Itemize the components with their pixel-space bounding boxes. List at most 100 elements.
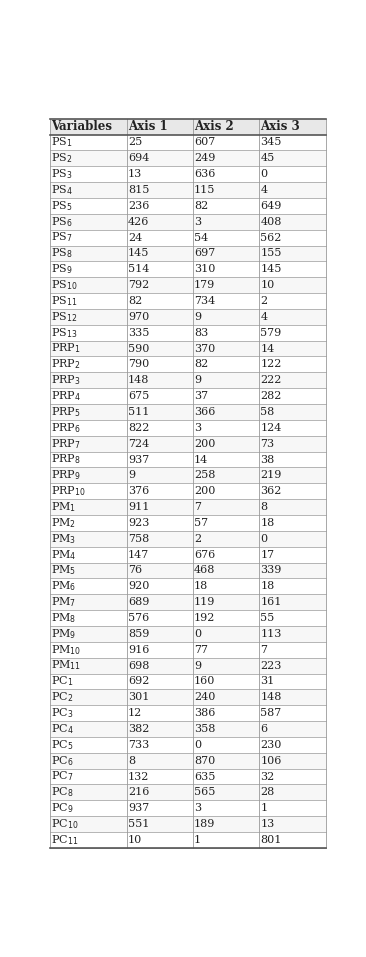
Text: 587: 587: [260, 708, 281, 718]
Text: 222: 222: [260, 375, 282, 386]
Text: 54: 54: [194, 233, 208, 242]
Text: Axis 3: Axis 3: [260, 121, 300, 133]
Text: 937: 937: [128, 455, 149, 464]
Text: 758: 758: [128, 534, 149, 544]
Bar: [50, 657, 127, 674]
Text: PS$_{13}$: PS$_{13}$: [51, 325, 77, 340]
Bar: [50, 546, 127, 563]
Bar: [259, 182, 325, 198]
Bar: [259, 674, 325, 689]
Bar: [259, 435, 325, 452]
Bar: [259, 167, 325, 182]
Text: PS$_2$: PS$_2$: [51, 151, 72, 166]
Text: 14: 14: [194, 455, 208, 464]
Bar: [50, 626, 127, 642]
Text: 9: 9: [194, 660, 201, 671]
Bar: [50, 753, 127, 768]
Bar: [259, 324, 325, 341]
Text: 301: 301: [128, 692, 149, 702]
Text: 57: 57: [194, 518, 208, 528]
Bar: [259, 515, 325, 531]
Text: 9: 9: [194, 312, 201, 322]
Text: 382: 382: [128, 724, 149, 734]
Text: PS$_8$: PS$_8$: [51, 247, 72, 260]
Text: 83: 83: [194, 327, 208, 338]
Text: 200: 200: [194, 486, 216, 497]
Text: 155: 155: [260, 249, 282, 258]
Bar: [193, 246, 259, 261]
Text: 345: 345: [260, 138, 282, 147]
Bar: [193, 356, 259, 372]
Bar: [193, 721, 259, 737]
Text: 635: 635: [194, 771, 216, 782]
Text: 366: 366: [194, 407, 216, 417]
Bar: [193, 230, 259, 246]
Text: 25: 25: [128, 138, 142, 147]
Text: PRP$_4$: PRP$_4$: [51, 389, 81, 403]
Text: 161: 161: [260, 597, 282, 607]
Text: 310: 310: [194, 264, 216, 275]
Text: 223: 223: [260, 660, 282, 671]
Text: 698: 698: [128, 660, 149, 671]
Text: 18: 18: [260, 581, 274, 591]
Bar: [127, 578, 193, 594]
Bar: [50, 578, 127, 594]
Text: 514: 514: [128, 264, 149, 275]
Bar: [259, 832, 325, 848]
Text: PC$_2$: PC$_2$: [51, 690, 73, 704]
Bar: [193, 563, 259, 578]
Text: 160: 160: [194, 677, 216, 686]
Bar: [50, 356, 127, 372]
Text: 2: 2: [260, 296, 268, 306]
Bar: [127, 135, 193, 150]
Bar: [193, 515, 259, 531]
Bar: [259, 657, 325, 674]
Bar: [193, 452, 259, 467]
Text: Axis 2: Axis 2: [194, 121, 234, 133]
Bar: [259, 689, 325, 705]
Bar: [50, 642, 127, 657]
Text: 113: 113: [260, 629, 282, 639]
Bar: [127, 404, 193, 420]
Text: PS$_5$: PS$_5$: [51, 199, 72, 212]
Text: PM$_7$: PM$_7$: [51, 595, 76, 609]
Text: 0: 0: [194, 629, 201, 639]
Bar: [193, 341, 259, 356]
Text: 970: 970: [128, 312, 149, 322]
Bar: [50, 689, 127, 705]
Bar: [50, 309, 127, 324]
Text: PRP$_7$: PRP$_7$: [51, 436, 80, 451]
Text: 362: 362: [260, 486, 282, 497]
Bar: [127, 832, 193, 848]
Text: 132: 132: [128, 771, 149, 782]
Bar: [259, 467, 325, 483]
Bar: [50, 515, 127, 531]
Bar: [259, 578, 325, 594]
Text: 576: 576: [128, 613, 149, 623]
Text: 148: 148: [260, 692, 282, 702]
Text: 468: 468: [194, 566, 216, 575]
Text: 82: 82: [128, 296, 142, 306]
Bar: [193, 832, 259, 848]
Text: Variables: Variables: [51, 121, 112, 133]
Text: PC$_4$: PC$_4$: [51, 723, 73, 736]
Text: PRP$_9$: PRP$_9$: [51, 469, 81, 482]
Bar: [259, 753, 325, 768]
Text: 335: 335: [128, 327, 149, 338]
Text: 192: 192: [194, 613, 216, 623]
Bar: [193, 135, 259, 150]
Bar: [127, 546, 193, 563]
Text: 9: 9: [194, 375, 201, 386]
Text: 12: 12: [128, 708, 142, 718]
Bar: [193, 642, 259, 657]
Text: 801: 801: [260, 835, 282, 845]
Bar: [127, 452, 193, 467]
Text: 7: 7: [260, 645, 267, 655]
Bar: [50, 483, 127, 500]
Text: 3: 3: [194, 423, 201, 433]
Bar: [127, 483, 193, 500]
Text: 106: 106: [260, 756, 282, 766]
Bar: [259, 356, 325, 372]
Text: 551: 551: [128, 819, 149, 829]
Text: 6: 6: [260, 724, 268, 734]
